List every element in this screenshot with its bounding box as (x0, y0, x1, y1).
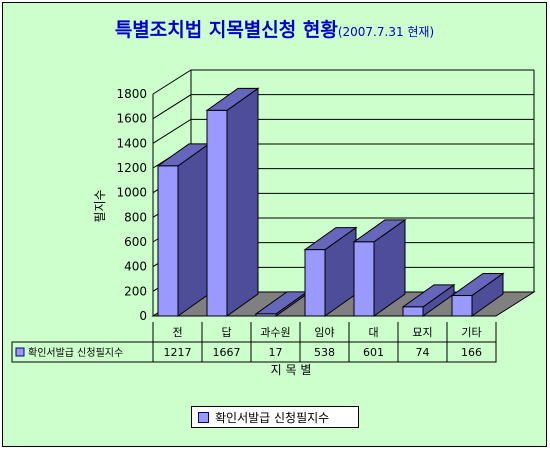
y-axis-label: 필지수 (93, 189, 107, 222)
y-tick-label: 1800 (116, 87, 147, 101)
bar (206, 109, 228, 317)
bar (157, 165, 179, 317)
chart-title-main: 특별조치법 지목별신청 현황 (114, 19, 338, 41)
legend-swatch (198, 411, 209, 423)
x-tick-label: 묘지 (412, 326, 432, 339)
data-label: 1667 (213, 346, 241, 359)
x-tick-label: 전 (172, 326, 182, 339)
chart-title-date: (2007.7.31 현재) (337, 25, 435, 39)
y-tick-label: 1200 (116, 161, 147, 175)
y-tick-label: 0 (139, 309, 147, 323)
x-axis-label: 지 목 별 (271, 363, 312, 377)
grid-line (152, 69, 534, 95)
y-tick-label: 600 (124, 235, 147, 249)
table-legend-swatch (15, 347, 25, 357)
data-label: 166 (461, 346, 482, 359)
bar-side (177, 142, 210, 317)
data-label: 17 (269, 346, 283, 359)
data-label: 601 (363, 346, 384, 359)
bar-side (226, 87, 259, 317)
x-tick-label: 과수원 (260, 326, 290, 339)
legend-label: 확인서발급 신청필지수 (215, 410, 330, 425)
y-tick-label: 1000 (116, 186, 147, 200)
x-tick-label: 임야 (314, 326, 334, 339)
data-table: 전 1217 답 1667 과수원 17 임야 538 대 601 묘지 74 기타 166 확인서발급 신… (11, 322, 497, 363)
bar (304, 249, 326, 317)
table-series-label: 확인서발급 신청필지수 (28, 347, 123, 359)
x-tick-label: 답 (221, 326, 231, 339)
y-tick-label: 200 (124, 284, 147, 298)
legend: 확인서발급 신청필지수 (191, 406, 359, 428)
data-label: 538 (314, 346, 335, 359)
chart-plot: 0 200 400 600 800 1000 1200 1400 1600 1800 전 1217 답… (11, 69, 536, 377)
chart-title: 특별조치법 지목별신청 현황(2007.7.31 현재) (3, 15, 546, 42)
y-tick-label: 800 (124, 210, 147, 224)
chart-frame: 특별조치법 지목별신청 현황(2007.7.31 현재) 0 200 400 600 8… (2, 2, 547, 447)
bar (255, 313, 277, 317)
data-label: 1217 (164, 346, 192, 359)
data-label: 74 (416, 346, 430, 359)
bar (353, 241, 375, 317)
y-axis-ticks: 0 200 400 600 800 1000 1200 1400 1600 1800 (116, 87, 147, 323)
bar-series (156, 87, 505, 317)
x-tick-label: 대 (368, 326, 378, 339)
y-tick-label: 400 (124, 260, 147, 274)
y-tick-label: 1600 (116, 112, 147, 126)
bar (451, 295, 473, 317)
x-tick-label: 기타 (461, 326, 481, 339)
y-tick-label: 1400 (116, 136, 147, 150)
bar (402, 306, 424, 317)
